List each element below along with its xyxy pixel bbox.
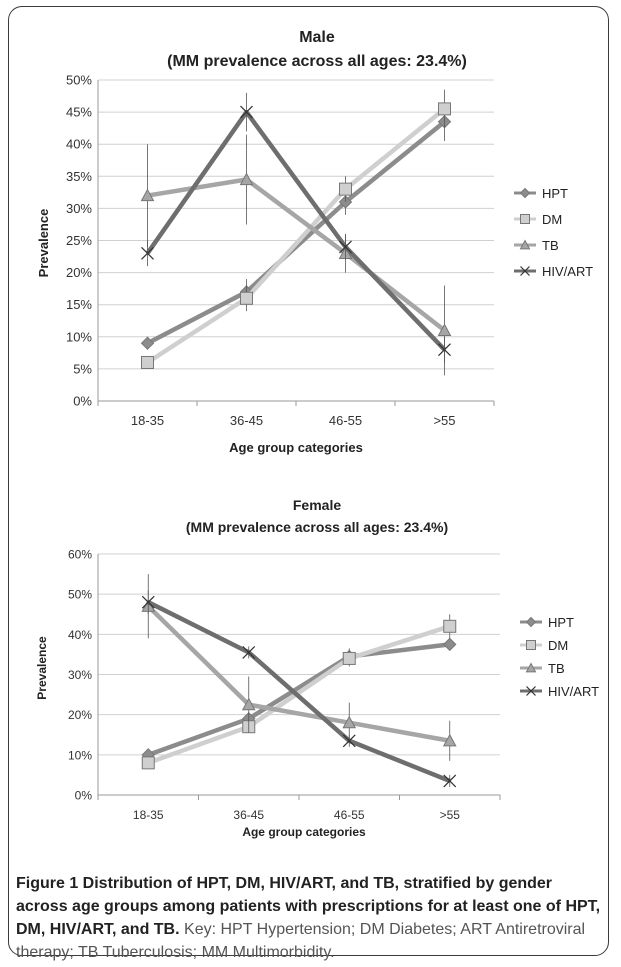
female-series-tb	[141, 574, 457, 761]
female-xtick-label: 46-55	[334, 808, 365, 822]
male-xtick-label: >55	[433, 413, 455, 428]
female-legend-label-hiv-art: HIV/ART	[548, 684, 599, 699]
female-ytick-label: 30%	[68, 668, 92, 682]
male-legend-marker-dm	[520, 214, 530, 224]
male-plot-area: 0% 5% 10% 15% 20% 25% 30% 35% 40% 45% 50% 18-35 36-4…	[66, 73, 495, 428]
figure-frame	[8, 6, 609, 956]
male-legend-label-hiv-art: HIV/ART	[542, 264, 593, 279]
female-chart-title: Female	[293, 497, 341, 513]
female-legend-label-hpt: HPT	[548, 615, 574, 630]
figure-caption: Figure 1 Distribution of HPT, DM, HIV/AR…	[16, 872, 606, 964]
female-point-dm	[141, 756, 155, 770]
male-point-tb	[140, 188, 155, 202]
male-xtick-label: 18-35	[131, 413, 164, 428]
male-ytick-label: 25%	[66, 233, 92, 248]
female-ytick-label: 50%	[68, 588, 92, 602]
male-legend-label-hpt: HPT	[542, 186, 568, 201]
female-point-tb	[442, 733, 457, 747]
male-point-dm	[141, 355, 154, 369]
male-point-hpt	[140, 336, 155, 350]
male-ytick-label: 20%	[66, 265, 92, 280]
male-point-dm	[240, 291, 253, 305]
female-xtick-label: 18-35	[133, 808, 164, 822]
caption-key: Key: HPT Hypertension; DM Diabetes; ART …	[16, 921, 586, 961]
male-legend-marker-hiv-art	[520, 266, 530, 276]
female-ytick-label: 0%	[75, 789, 93, 803]
caption-title: Figure 1 Distribution of HPT, DM, HIV/AR…	[16, 875, 601, 938]
female-point-hiv-art	[342, 734, 356, 748]
female-legend-marker-tb	[525, 662, 537, 673]
male-series-dm	[141, 89, 451, 369]
male-xtick-label: 46-55	[329, 413, 362, 428]
male-legend: HPT DM TB HIV/ART	[514, 186, 593, 279]
male-chart-title: Male	[299, 29, 335, 46]
female-point-tb	[241, 697, 256, 711]
female-legend: HPT DM TB HIV/ART	[520, 615, 599, 699]
male-ytick-label: 35%	[66, 169, 92, 184]
male-point-dm	[438, 102, 451, 116]
male-legend-label-dm: DM	[542, 212, 562, 227]
male-point-tb	[437, 323, 452, 336]
female-line-hpt	[147, 642, 451, 757]
male-legend-marker-hpt	[519, 187, 531, 199]
female-series-hiv-art	[141, 590, 457, 788]
female-ytick-label: 20%	[68, 708, 92, 722]
female-ytick-label: 40%	[68, 628, 92, 642]
female-legend-label-dm: DM	[548, 638, 568, 653]
female-legend-marker-hpt	[525, 616, 537, 628]
male-point-hiv-art	[141, 246, 154, 260]
male-line-tb	[147, 177, 446, 333]
female-line-tb	[146, 604, 451, 743]
male-ytick-label: 0%	[73, 394, 92, 409]
male-line-hiv-art	[145, 109, 447, 352]
female-chart: Female (MM prevalence across all ages: 2…	[35, 497, 599, 839]
male-ytick-label: 5%	[73, 361, 92, 376]
male-chart: Male (MM prevalence across all ages: 23.…	[36, 29, 593, 455]
male-legend-label-tb: TB	[542, 238, 559, 253]
female-point-hiv-art	[443, 774, 457, 788]
male-ytick-label: 50%	[66, 73, 92, 88]
female-legend-marker-dm	[526, 640, 536, 650]
male-point-hiv-art	[240, 105, 253, 119]
female-chart-xlabel: Age group categories	[242, 825, 366, 839]
female-point-dm	[443, 619, 457, 633]
male-ytick-label: 45%	[66, 105, 92, 120]
female-ytick-label: 10%	[68, 748, 92, 762]
female-point-hpt	[443, 637, 457, 652]
male-ytick-label: 10%	[66, 329, 92, 344]
female-ytick-label: 60%	[68, 548, 92, 562]
female-chart-subtitle: (MM prevalence across all ages: 23.4%)	[186, 519, 448, 535]
female-series-dm	[141, 614, 457, 770]
male-xtick-label: 36-45	[230, 413, 263, 428]
female-legend-marker-hiv-art	[526, 686, 536, 696]
female-xtick-label: 36-45	[233, 808, 264, 822]
female-chart-ylabel: Prevalence	[35, 636, 49, 700]
male-chart-subtitle: (MM prevalence across all ages: 23.4%)	[167, 53, 467, 70]
female-plot-area: 0% 10% 20% 30% 40% 50% 60% 18-35 36-45 46-55 >55	[68, 548, 501, 822]
male-series-tb	[140, 134, 452, 376]
female-line-dm	[147, 624, 451, 765]
male-legend-marker-tb	[519, 239, 531, 250]
figure-charts: Male (MM prevalence across all ages: 23.…	[35, 29, 599, 839]
male-point-tb	[239, 172, 254, 186]
male-point-hiv-art	[339, 240, 352, 254]
female-point-tb	[342, 715, 357, 729]
female-line-hiv-art	[147, 600, 451, 784]
male-ytick-label: 15%	[66, 297, 92, 312]
female-point-dm	[342, 651, 356, 665]
female-point-hiv-art	[141, 595, 155, 609]
male-line-hpt	[146, 119, 446, 346]
male-chart-xlabel: Age group categories	[229, 440, 363, 455]
male-series-hiv-art	[141, 92, 451, 363]
male-line-dm	[146, 107, 446, 365]
female-legend-label-tb: TB	[548, 661, 565, 676]
female-xtick-label: >55	[440, 808, 461, 822]
female-series-hpt	[141, 637, 457, 762]
male-chart-ylabel: Prevalence	[36, 209, 51, 278]
male-point-hiv-art	[438, 343, 451, 357]
male-ytick-label: 30%	[66, 201, 92, 216]
male-ytick-label: 40%	[66, 137, 92, 152]
male-point-dm	[339, 182, 352, 196]
female-point-hiv-art	[242, 645, 256, 659]
